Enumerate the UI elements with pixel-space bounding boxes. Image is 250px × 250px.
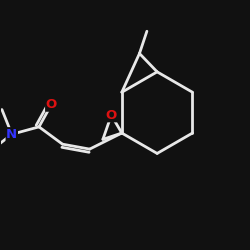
Text: N: N (6, 128, 17, 141)
Text: O: O (106, 109, 117, 122)
Text: O: O (46, 98, 57, 111)
